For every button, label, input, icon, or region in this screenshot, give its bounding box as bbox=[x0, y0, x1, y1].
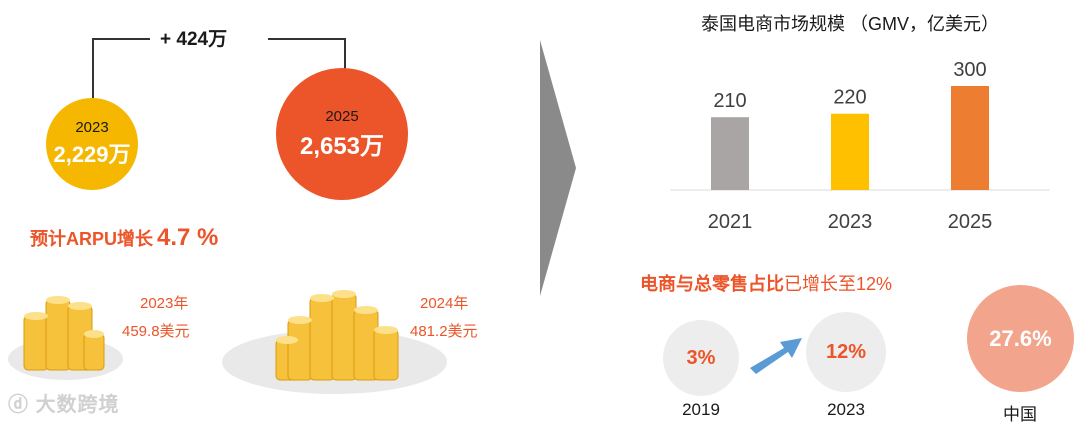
gmv-bar-chart: 210 2021 220 2023 300 2025 bbox=[670, 59, 1050, 233]
share-2023-year: 2023 bbox=[827, 400, 865, 419]
x-tick-label-2023: 2023 bbox=[828, 211, 873, 233]
coin-stack-large-icon bbox=[275, 290, 399, 381]
growth-arrow-icon bbox=[750, 338, 802, 374]
users-2023-circle: 2023 2,229万 bbox=[46, 98, 138, 190]
retail-share-title-rest: 已增长至12% bbox=[784, 274, 893, 294]
arpu-2024-year: 2024年 bbox=[420, 295, 469, 312]
user-increase-label: + 424万 bbox=[150, 24, 238, 51]
x-tick-label-2025: 2025 bbox=[948, 211, 993, 233]
users-2023-value: 2,229万 bbox=[53, 142, 131, 167]
bar-value-label-2023: 220 bbox=[833, 87, 866, 109]
arpu-2023-amount: 459.8美元 bbox=[122, 323, 190, 340]
share-2019-circle: 3% bbox=[663, 320, 739, 396]
bar-value-label-2021: 210 bbox=[713, 90, 746, 112]
section-arrow-icon bbox=[540, 40, 576, 296]
users-2025-year: 2025 bbox=[325, 107, 359, 125]
arpu-percent: 4.7 % bbox=[157, 224, 219, 251]
watermark: ⓓ 大数跨境 bbox=[8, 388, 120, 417]
watermark-logo-icon: ⓓ bbox=[8, 394, 29, 416]
users-2025-value: 2,653万 bbox=[299, 132, 385, 160]
share-2019-year: 2019 bbox=[682, 400, 720, 419]
chart-title: 泰国电商市场规模 （GMV，亿美元） bbox=[700, 14, 999, 34]
bar-value-label-2025: 300 bbox=[953, 59, 986, 81]
arpu-2024-amount: 481.2美元 bbox=[410, 323, 478, 340]
share-2023-circle: 12% bbox=[806, 312, 886, 392]
retail-share-title: 电商与总零售占比已增长至12% bbox=[640, 270, 892, 296]
x-tick-label-2021: 2021 bbox=[708, 211, 753, 233]
connector-right-horizontal bbox=[268, 38, 346, 40]
share-2023-pct: 12% bbox=[825, 340, 867, 363]
arpu-growth: 预计ARPU增长 4.7 % bbox=[30, 224, 218, 252]
retail-share-title-bold: 电商与总零售占比 bbox=[640, 274, 784, 294]
bar-2023 bbox=[831, 113, 869, 190]
connector-left-horizontal bbox=[92, 38, 162, 40]
users-2023-year: 2023 bbox=[75, 119, 109, 136]
china-share-circle: 27.6% bbox=[967, 285, 1074, 392]
users-2025-circle: 2025 2,653万 bbox=[276, 68, 408, 200]
bar-2025 bbox=[951, 86, 989, 190]
connector-left-vertical bbox=[92, 38, 94, 100]
arpu-2023-year: 2023年 bbox=[140, 295, 189, 312]
connector-right-vertical bbox=[344, 38, 346, 70]
bar-2021 bbox=[711, 117, 749, 190]
coin-stack-small-icon bbox=[23, 296, 105, 371]
china-share-pct: 27.6% bbox=[989, 325, 1052, 351]
watermark-text: 大数跨境 bbox=[35, 394, 120, 416]
share-2019-pct: 3% bbox=[686, 346, 716, 369]
china-label: 中国 bbox=[1003, 405, 1037, 424]
arpu-label: 预计ARPU增长 bbox=[30, 229, 154, 249]
